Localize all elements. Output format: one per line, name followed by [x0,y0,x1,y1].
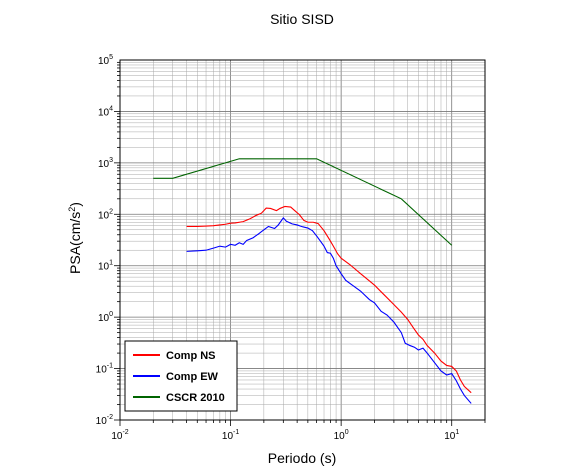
x-tick-label: 10-2 [111,429,128,442]
tick-labels: 10-2 10-1 100 101 10-2 10-1 100 101 102 103 104 105 [96,54,460,442]
x-tick-label: 100 [334,429,349,442]
y-tick-label: 101 [98,260,113,273]
legend-label: CSCR 2010 [166,392,225,404]
x-axis-label: Periodo (s) [268,450,336,466]
y-tick-label: 105 [98,54,113,67]
series-line-3 [153,158,453,246]
legend: Comp NS Comp EW CSCR 2010 [124,340,238,412]
y-tick-label: 100 [98,311,113,324]
y-tick-label: 102 [98,208,113,221]
x-tick-label: 101 [444,429,459,442]
plot-frame [119,59,486,421]
y-axis-label: PSA(cm/s2) [67,202,83,274]
y-tick-label: 10-1 [96,363,113,376]
y-tick-label: 104 [98,105,113,118]
series-line-1 [186,205,472,394]
legend-label: Comp NS [166,350,216,362]
chart-title: Sitio SISD [270,11,334,27]
y-tick-label: 103 [98,157,113,170]
y-tick-label: 10-2 [96,414,113,427]
legend-label: Comp EW [166,371,219,383]
series-line-2 [186,217,472,404]
x-tick-label: 10-1 [222,429,239,442]
series-lines [153,158,472,404]
